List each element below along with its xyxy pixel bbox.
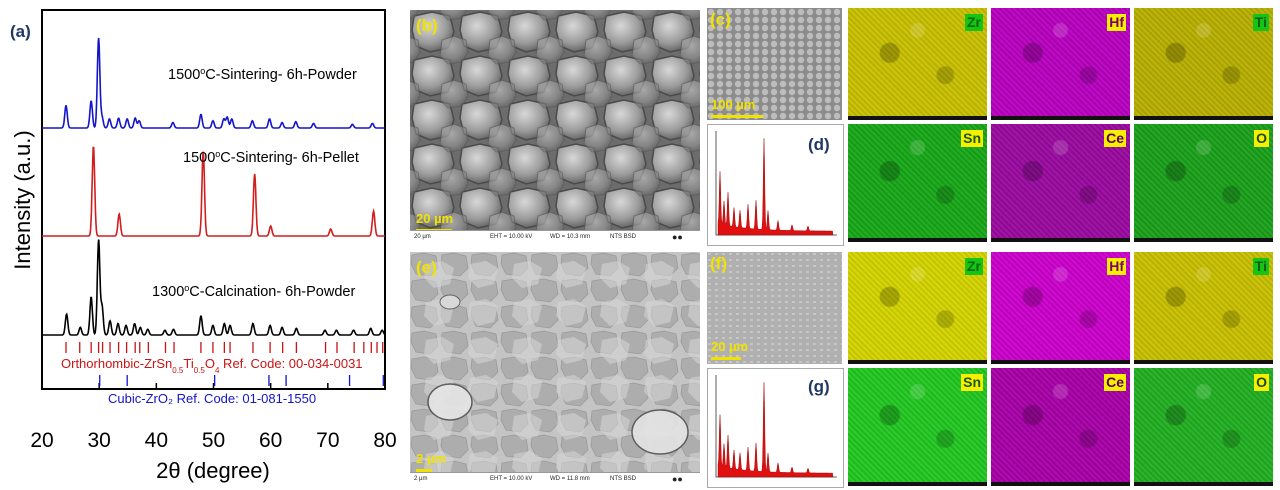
map-footer-bar [991,360,1130,364]
element-label: Sn [961,374,983,391]
x-tick-label-70: 70 [316,429,339,452]
map-footer-bar [1134,360,1273,364]
sem-footer-bar-b: 20 µm [414,234,431,240]
scale-bar-label-e: 2 µm [416,451,446,466]
x-tick-label-80: 80 [373,429,396,452]
sem-footer-det-b: NTS BSD [610,234,637,240]
map-footer-bar [1134,116,1273,120]
scale-bar-line-f [711,357,741,360]
map-footer-bar [1134,238,1273,242]
sem-footer-det-e: NTS BSD [610,476,637,482]
panel-label-a: (a) [10,22,31,41]
element-label: Sn [961,130,983,147]
elemental-map-ce: Ce [991,368,1130,486]
map-footer-bar [991,482,1130,486]
panel-a: (a) Intensity (a.u.) 2θ (degree) 20 30 40 5… [0,0,400,490]
map-footer-bar [848,116,987,120]
map-footer-bar [991,116,1130,120]
eds-spectrum-d: (d) [707,124,844,246]
map-footer-bar [848,482,987,486]
sem-footer-eht-b: EHT = 10.00 kV [490,234,533,240]
scale-bar-c: 100 µm [711,96,763,118]
scale-bar-line-e [416,469,432,472]
panel-label-c: (c) [710,10,731,29]
map-footer-bar [991,238,1130,242]
elemental-map-sn: Sn [848,124,987,242]
scale-bar-b: 20 µm [416,210,453,232]
ref-label-cubic: Cubic-ZrO₂ Ref. Code: 01-081-1550 [108,391,316,406]
scale-bar-label-b: 20 µm [416,211,454,226]
element-label: Ti [1252,258,1269,275]
x-axis-label: 2θ (degree) [156,458,270,483]
sem-logo-e: ●● [672,474,683,484]
panel-label-e: (e) [416,258,437,277]
xrd-series-1 [42,146,385,237]
scale-bar-line-c [711,115,763,118]
sem-footer-wd-b: WD = 10.3 mm [550,234,591,240]
scale-bar-e: 2 µm [416,450,446,472]
panel-label-f: (f) [710,254,727,273]
sem-logo-b: ●● [672,232,683,242]
element-label: Zr [965,14,983,31]
elemental-map-hf: Hf [991,252,1130,364]
sem-image-c: (c) 100 µm [707,8,842,120]
elemental-map-hf: Hf [991,8,1130,120]
element-label: Hf [1107,14,1126,31]
sem-grain-texture-b [410,10,700,245]
scale-bar-label-c: 100 µm [711,97,756,112]
sem-footer-wd-e: WD = 11.8 mm [550,476,590,482]
x-tick-label-60: 60 [259,429,282,452]
xrd-series-0 [42,37,385,129]
eds-plot-g [715,375,837,478]
curve-label-pellet1500: 1500oC-Sintering- 6h-Pellet [183,149,359,166]
curve-label-powder1500: 1500oC-Sintering- 6h-Powder [168,66,357,83]
sem-footer-bar-e: 2 µm [414,476,428,482]
element-label: Ce [1104,374,1126,391]
x-tick-label-40: 40 [145,429,168,452]
map-footer-bar [1134,482,1273,486]
element-label: O [1254,130,1269,147]
sem-footer-eht-e: EHT = 10.00 kV [490,476,533,482]
elemental-map-zr: Zr [848,8,987,120]
scale-bar-f: 20 µm [711,338,748,360]
sem-footer-b: 20 µm EHT = 10.00 kV WD = 10.3 mm NTS BS… [410,230,700,245]
elemental-map-o: O [1134,124,1273,242]
sem-footer-e: 2 µm EHT = 10.00 kV WD = 11.8 mm NTS BSD… [410,472,700,487]
map-footer-bar [848,360,987,364]
eds-spectrum-g: (g) [707,368,844,488]
panel-label-b: (b) [416,16,438,35]
element-label: Ce [1104,130,1126,147]
y-axis-label: Intensity (a.u.) [10,130,35,269]
panel-label-d: (d) [808,135,830,154]
map-footer-bar [848,238,987,242]
ref-label-ortho: Orthorhombic-ZrSn0.5Ti0.5O4 Ref. Code: 0… [61,356,363,375]
element-label: Ti [1252,14,1269,31]
elemental-map-o: O [1134,368,1273,486]
sem-image-b: (b) 20 µm 20 µm EHT = 10.00 kV WD = 10.3… [410,10,700,245]
curve-label-calc1300: 1300oC-Calcination- 6h-Powder [152,283,355,300]
eds-spectrum-fill [717,138,834,236]
element-label: O [1254,374,1269,391]
elemental-map-zr: Zr [848,252,987,364]
elemental-map-sn: Sn [848,368,987,486]
elemental-map-ti: Ti [1134,8,1273,120]
panel-label-g: (g) [808,377,830,396]
sem-image-e: (e) 2 µm 2 µm EHT = 10.00 kV WD = 11.8 m… [410,252,700,487]
element-label: Zr [965,258,983,275]
elemental-map-ti: Ti [1134,252,1273,364]
x-tick-label-20: 20 [30,429,53,452]
x-tick-label-50: 50 [202,429,225,452]
xrd-chart: Intensity (a.u.) 2θ (degree) 20 30 40 50 60 7… [10,9,397,483]
xrd-series-2 [42,239,386,336]
eds-plot-d [715,131,837,236]
x-tick-label-30: 30 [87,429,110,452]
eds-spectrum-fill [717,382,834,478]
sem-texture-c [707,8,842,120]
sem-texture-f [707,252,842,364]
scale-bar-label-f: 20 µm [711,339,749,354]
sem-image-f: (f) 20 µm [707,252,842,364]
sem-grain-texture-e [410,252,700,487]
element-label: Hf [1107,258,1126,275]
elemental-map-ce: Ce [991,124,1130,242]
